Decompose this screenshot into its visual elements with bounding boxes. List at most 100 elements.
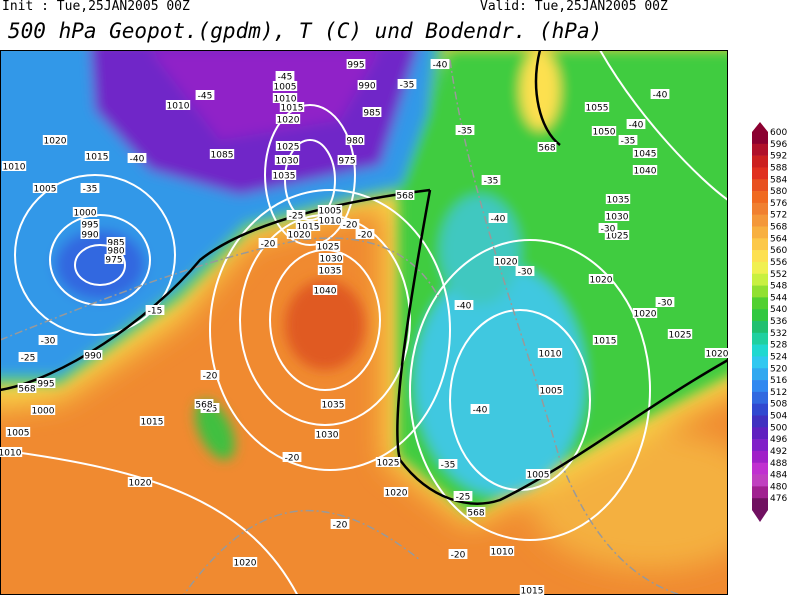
line-568 bbox=[0, 50, 728, 505]
contour-label: 1025 bbox=[377, 459, 400, 469]
contour-label: 1020 bbox=[590, 276, 613, 286]
contour-label: 1030 bbox=[320, 255, 343, 265]
label-box bbox=[515, 266, 535, 276]
label-box bbox=[604, 211, 630, 221]
contour-label: 1010 bbox=[3, 163, 26, 173]
contour-label: 980 bbox=[346, 137, 363, 147]
label-box bbox=[395, 190, 415, 200]
colorbar-label: 492 bbox=[770, 447, 787, 457]
contour-label: 1035 bbox=[322, 401, 345, 411]
colorbar-label: 540 bbox=[770, 305, 787, 315]
colorbar-swatch bbox=[752, 226, 768, 239]
label-box bbox=[584, 102, 610, 112]
contour-label: 1005 bbox=[7, 429, 30, 439]
label-box bbox=[454, 300, 474, 310]
contour-label: 1015 bbox=[594, 337, 617, 347]
contour-label: -20 bbox=[333, 521, 348, 531]
label-box bbox=[525, 469, 551, 479]
colorbar-label: 568 bbox=[770, 223, 787, 233]
colorbar-swatch bbox=[752, 143, 768, 156]
label-box bbox=[604, 230, 630, 240]
label-box bbox=[30, 405, 56, 415]
contour-label: -45 bbox=[198, 92, 213, 102]
contour-label: 1005 bbox=[540, 387, 563, 397]
label-box bbox=[5, 427, 31, 437]
label-box bbox=[438, 459, 458, 469]
label-box bbox=[232, 557, 258, 567]
contour-label: 1000 bbox=[74, 209, 97, 219]
label-box bbox=[317, 265, 343, 275]
colorbar-label: 592 bbox=[770, 152, 787, 162]
contour-label: 1015 bbox=[86, 153, 109, 163]
contour-label: -35 bbox=[400, 81, 415, 91]
label-box bbox=[104, 254, 124, 264]
colorbar-swatch bbox=[752, 238, 768, 251]
contour-label: 1015 bbox=[281, 104, 304, 114]
colorbar-swatch bbox=[752, 261, 768, 275]
colorbar-label: 572 bbox=[770, 211, 787, 221]
contour-label: -20 bbox=[451, 551, 466, 561]
colorbar-label: 576 bbox=[770, 199, 787, 209]
colorbar-label: 600 bbox=[770, 128, 787, 138]
label-box bbox=[139, 416, 165, 426]
contour-label: 1005 bbox=[34, 185, 57, 195]
contour-label: 1020 bbox=[634, 310, 657, 320]
contour-label: 1010 bbox=[0, 449, 22, 459]
colorbar-swatch bbox=[752, 250, 768, 263]
contour-label: 1030 bbox=[276, 157, 299, 167]
label-box bbox=[650, 89, 670, 99]
colorbar-swatch bbox=[752, 285, 768, 298]
contour-label: 1025 bbox=[606, 232, 629, 242]
contour-label: 1020 bbox=[288, 231, 311, 241]
colorbar-swatch bbox=[752, 368, 768, 381]
colorbar-swatch bbox=[752, 214, 768, 227]
contour-label: 985 bbox=[107, 239, 124, 249]
contour-label: -20 bbox=[358, 231, 373, 241]
label-box bbox=[106, 245, 126, 255]
colorbar-swatch bbox=[752, 309, 768, 322]
colorbar-label: 536 bbox=[770, 317, 787, 327]
colorbar-label: 532 bbox=[770, 329, 787, 339]
contour-label: 1010 bbox=[167, 102, 190, 112]
label-box bbox=[145, 305, 165, 315]
label-box bbox=[488, 213, 508, 223]
contour-label: -20 bbox=[343, 221, 358, 231]
label-box bbox=[80, 229, 100, 239]
label-box bbox=[80, 219, 100, 229]
colorbar-swatch bbox=[752, 391, 768, 404]
colorbar-swatch bbox=[752, 380, 768, 393]
colorbar-swatch bbox=[752, 167, 768, 180]
label-box bbox=[330, 519, 350, 529]
label-box bbox=[83, 350, 103, 360]
label-box bbox=[312, 285, 338, 295]
label-box bbox=[36, 378, 56, 388]
contour-label: 1035 bbox=[319, 267, 342, 277]
label-box bbox=[272, 81, 298, 91]
colorbar-label: 564 bbox=[770, 234, 787, 244]
contour-label: 1025 bbox=[277, 143, 300, 153]
colorbar-label: 528 bbox=[770, 341, 787, 351]
contour-label: 1005 bbox=[527, 471, 550, 481]
label-box bbox=[127, 477, 153, 487]
contour-label: 1020 bbox=[44, 137, 67, 147]
colorbar-swatch bbox=[752, 415, 768, 428]
contour-label: 1045 bbox=[634, 150, 657, 160]
label-box bbox=[106, 237, 126, 247]
contour-label: 1020 bbox=[129, 479, 152, 489]
colorbar-label: 524 bbox=[770, 352, 787, 362]
label-box bbox=[165, 100, 191, 110]
label-box bbox=[286, 229, 312, 239]
label-box bbox=[430, 59, 450, 69]
label-box bbox=[18, 352, 38, 362]
colorbar-swatch bbox=[752, 439, 768, 452]
contour-label: 1015 bbox=[521, 587, 544, 597]
colorbar-swatch bbox=[752, 462, 768, 475]
label-box bbox=[17, 383, 37, 393]
contour-label: 1020 bbox=[234, 559, 257, 569]
label-box bbox=[667, 329, 693, 339]
contour-label: 990 bbox=[81, 231, 98, 241]
contour-label: -40 bbox=[491, 215, 506, 225]
label-box bbox=[286, 210, 306, 220]
colorbar-swatch bbox=[752, 403, 768, 416]
colorbar-top-arrow bbox=[752, 122, 768, 132]
